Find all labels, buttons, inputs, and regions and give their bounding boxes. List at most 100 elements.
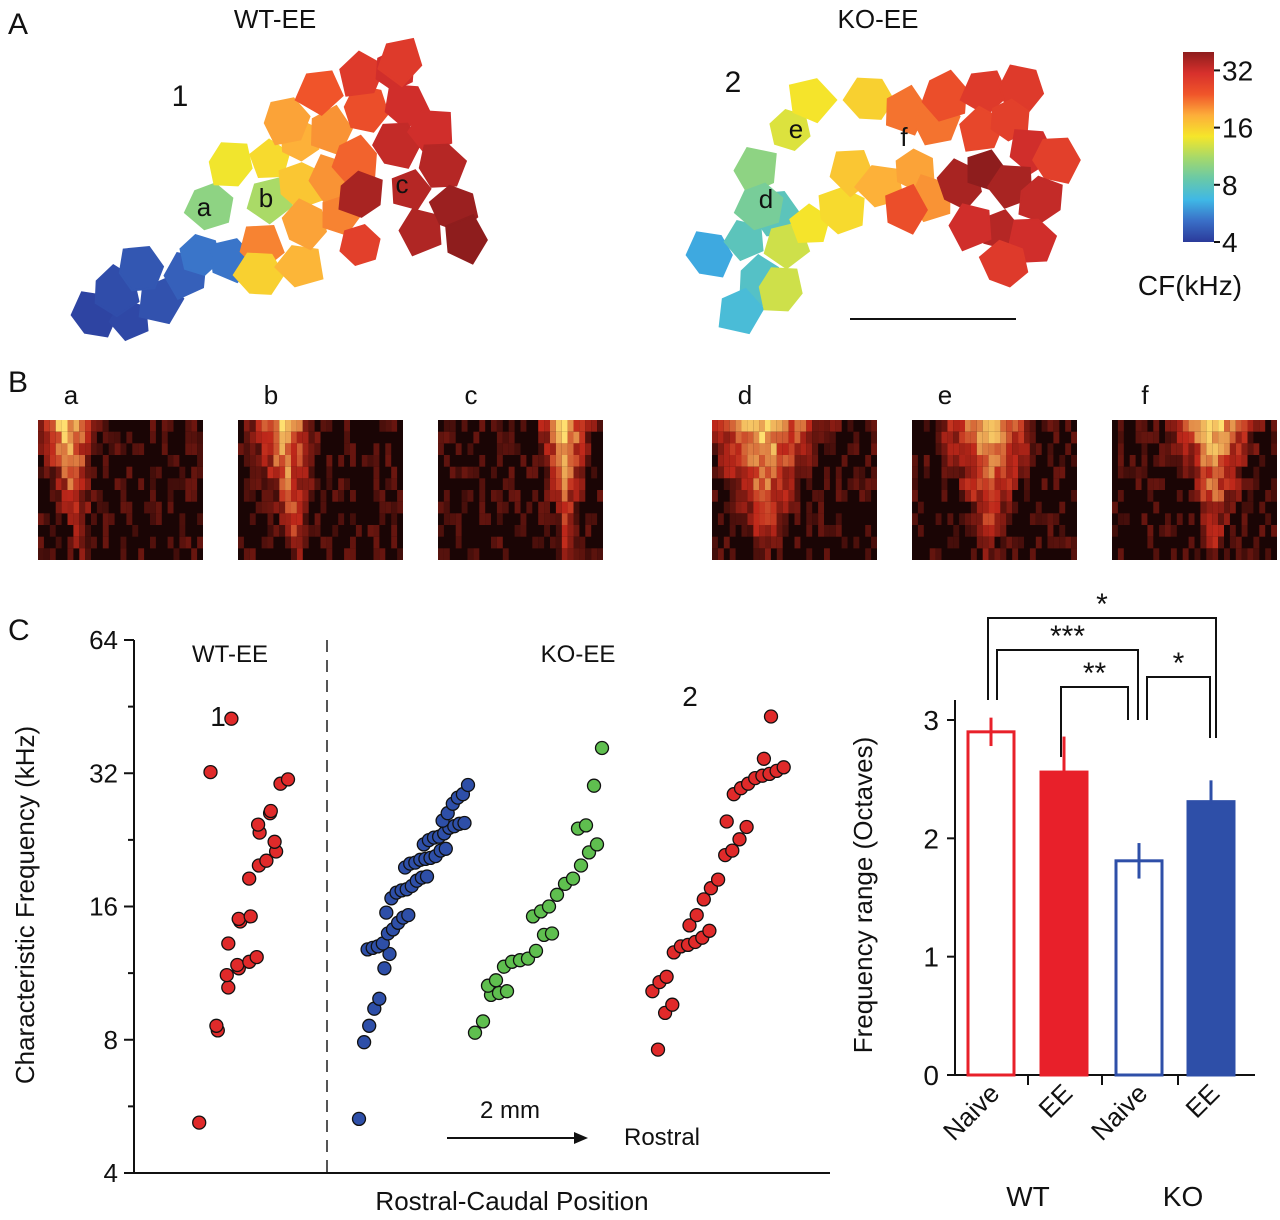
- tuning-cell: [85, 431, 91, 444]
- scatter-point: [460, 777, 476, 793]
- tuning-cell: [982, 466, 989, 479]
- tuning-cell: [291, 490, 297, 502]
- tuning-cell: [723, 455, 730, 467]
- tuning-cell: [1218, 443, 1224, 455]
- tuning-cell: [812, 513, 819, 525]
- tuning-cell: [67, 501, 74, 514]
- tuning-cell: [1206, 490, 1213, 502]
- tuning-cell: [829, 420, 836, 432]
- tuning-cell: [1235, 466, 1242, 479]
- tuning-cell: [871, 478, 877, 490]
- scatter-point: [586, 778, 602, 793]
- tuning-cell: [385, 455, 392, 467]
- tuning-cell: [397, 501, 403, 514]
- tuning-cell: [970, 420, 977, 432]
- tuning-cell: [1188, 455, 1195, 467]
- tuning-cell: [941, 466, 948, 479]
- tuning-cell: [491, 536, 497, 549]
- tuning-cell: [1024, 478, 1030, 490]
- tuning-cell: [1218, 478, 1224, 490]
- tuning-cell: [1035, 513, 1042, 525]
- tuning-cell: [185, 478, 192, 490]
- tuning-cell: [67, 490, 74, 502]
- tuning-cell: [735, 490, 742, 502]
- tuning-cell: [338, 490, 345, 502]
- tuning-cell: [1024, 490, 1030, 502]
- tuning-cell: [526, 501, 533, 514]
- tuning-cell: [1059, 455, 1066, 467]
- significance-bracket: [987, 617, 1217, 738]
- tuning-cell: [994, 501, 1001, 514]
- tuning-cell: [988, 513, 995, 525]
- tuning-cell: [467, 443, 474, 455]
- tuning-cell: [555, 490, 562, 502]
- tuning-cell: [741, 420, 748, 432]
- tuning-cell: [1041, 513, 1048, 525]
- tuning-cell: [765, 513, 771, 525]
- tuning-cell: [267, 501, 274, 514]
- tuning-cell: [455, 536, 462, 549]
- tuning-cell: [555, 466, 562, 479]
- tuning-cell: [308, 443, 315, 455]
- tuning-cell: [350, 536, 356, 549]
- tuning-cell: [976, 525, 983, 537]
- tuning-cell: [173, 548, 180, 560]
- tuning-cell: [138, 478, 145, 490]
- scatter-point: [696, 892, 711, 907]
- tuning-cell: [561, 420, 568, 432]
- tuning-cell: [373, 548, 380, 560]
- tuning-cell: [455, 525, 462, 537]
- tuning-cell: [373, 490, 380, 502]
- tuning-cell: [1135, 466, 1142, 479]
- tuning-cell: [1194, 466, 1201, 479]
- tuning-cell: [1206, 513, 1213, 525]
- tuning-cell: [502, 478, 509, 490]
- tuning-cell: [273, 431, 280, 444]
- tuning-cell: [818, 513, 824, 525]
- tuning-cell: [555, 455, 562, 467]
- tuning-cell: [291, 513, 297, 525]
- tuning-cell: [770, 525, 777, 537]
- tuning-cell: [302, 431, 309, 444]
- tuning-cell: [1006, 443, 1013, 455]
- tuning-cell: [79, 455, 86, 467]
- tuning-cell: [550, 420, 556, 432]
- scatter-point: [499, 984, 515, 999]
- tuning-cell: [953, 466, 960, 479]
- tuning-cell: [555, 478, 562, 490]
- bar: [1114, 859, 1164, 1077]
- tuning-cell: [976, 490, 983, 502]
- tuning-cell: [818, 501, 824, 514]
- tuning-cell: [1218, 431, 1224, 444]
- tuning-cell: [1065, 443, 1072, 455]
- scatter-point: [589, 837, 605, 852]
- tuning-cell: [138, 548, 145, 560]
- tuning-cell: [555, 513, 562, 525]
- tuning-cell: [267, 455, 274, 467]
- tuning-cell: [150, 490, 156, 502]
- tuning-cell: [38, 536, 44, 549]
- tuning-cell: [267, 431, 274, 444]
- tuning-cell: [385, 501, 392, 514]
- tuning-cell: [55, 513, 62, 525]
- tuning-label-c: c: [465, 380, 478, 410]
- tuning-cell: [1141, 431, 1148, 444]
- tuning-cell: [455, 466, 462, 479]
- tuning-cell: [824, 478, 830, 490]
- tuning-cell: [794, 478, 801, 490]
- tuning-cell: [491, 466, 497, 479]
- tuning-cell: [1253, 478, 1260, 490]
- tuning-cell: [788, 490, 795, 502]
- tuning-cell: [1053, 513, 1060, 525]
- tuning-cell: [579, 420, 586, 432]
- tuning-cell: [770, 478, 777, 490]
- tuning-cell: [1170, 443, 1177, 455]
- tuning-cell: [291, 525, 297, 537]
- tuning-cell: [267, 513, 274, 525]
- tuning-cell: [550, 466, 556, 479]
- tuning-cell: [835, 478, 842, 490]
- tuning-cell: [753, 536, 760, 549]
- tuning-cell: [1117, 455, 1124, 467]
- tuning-cell: [759, 513, 765, 525]
- tuning-cell: [279, 513, 286, 525]
